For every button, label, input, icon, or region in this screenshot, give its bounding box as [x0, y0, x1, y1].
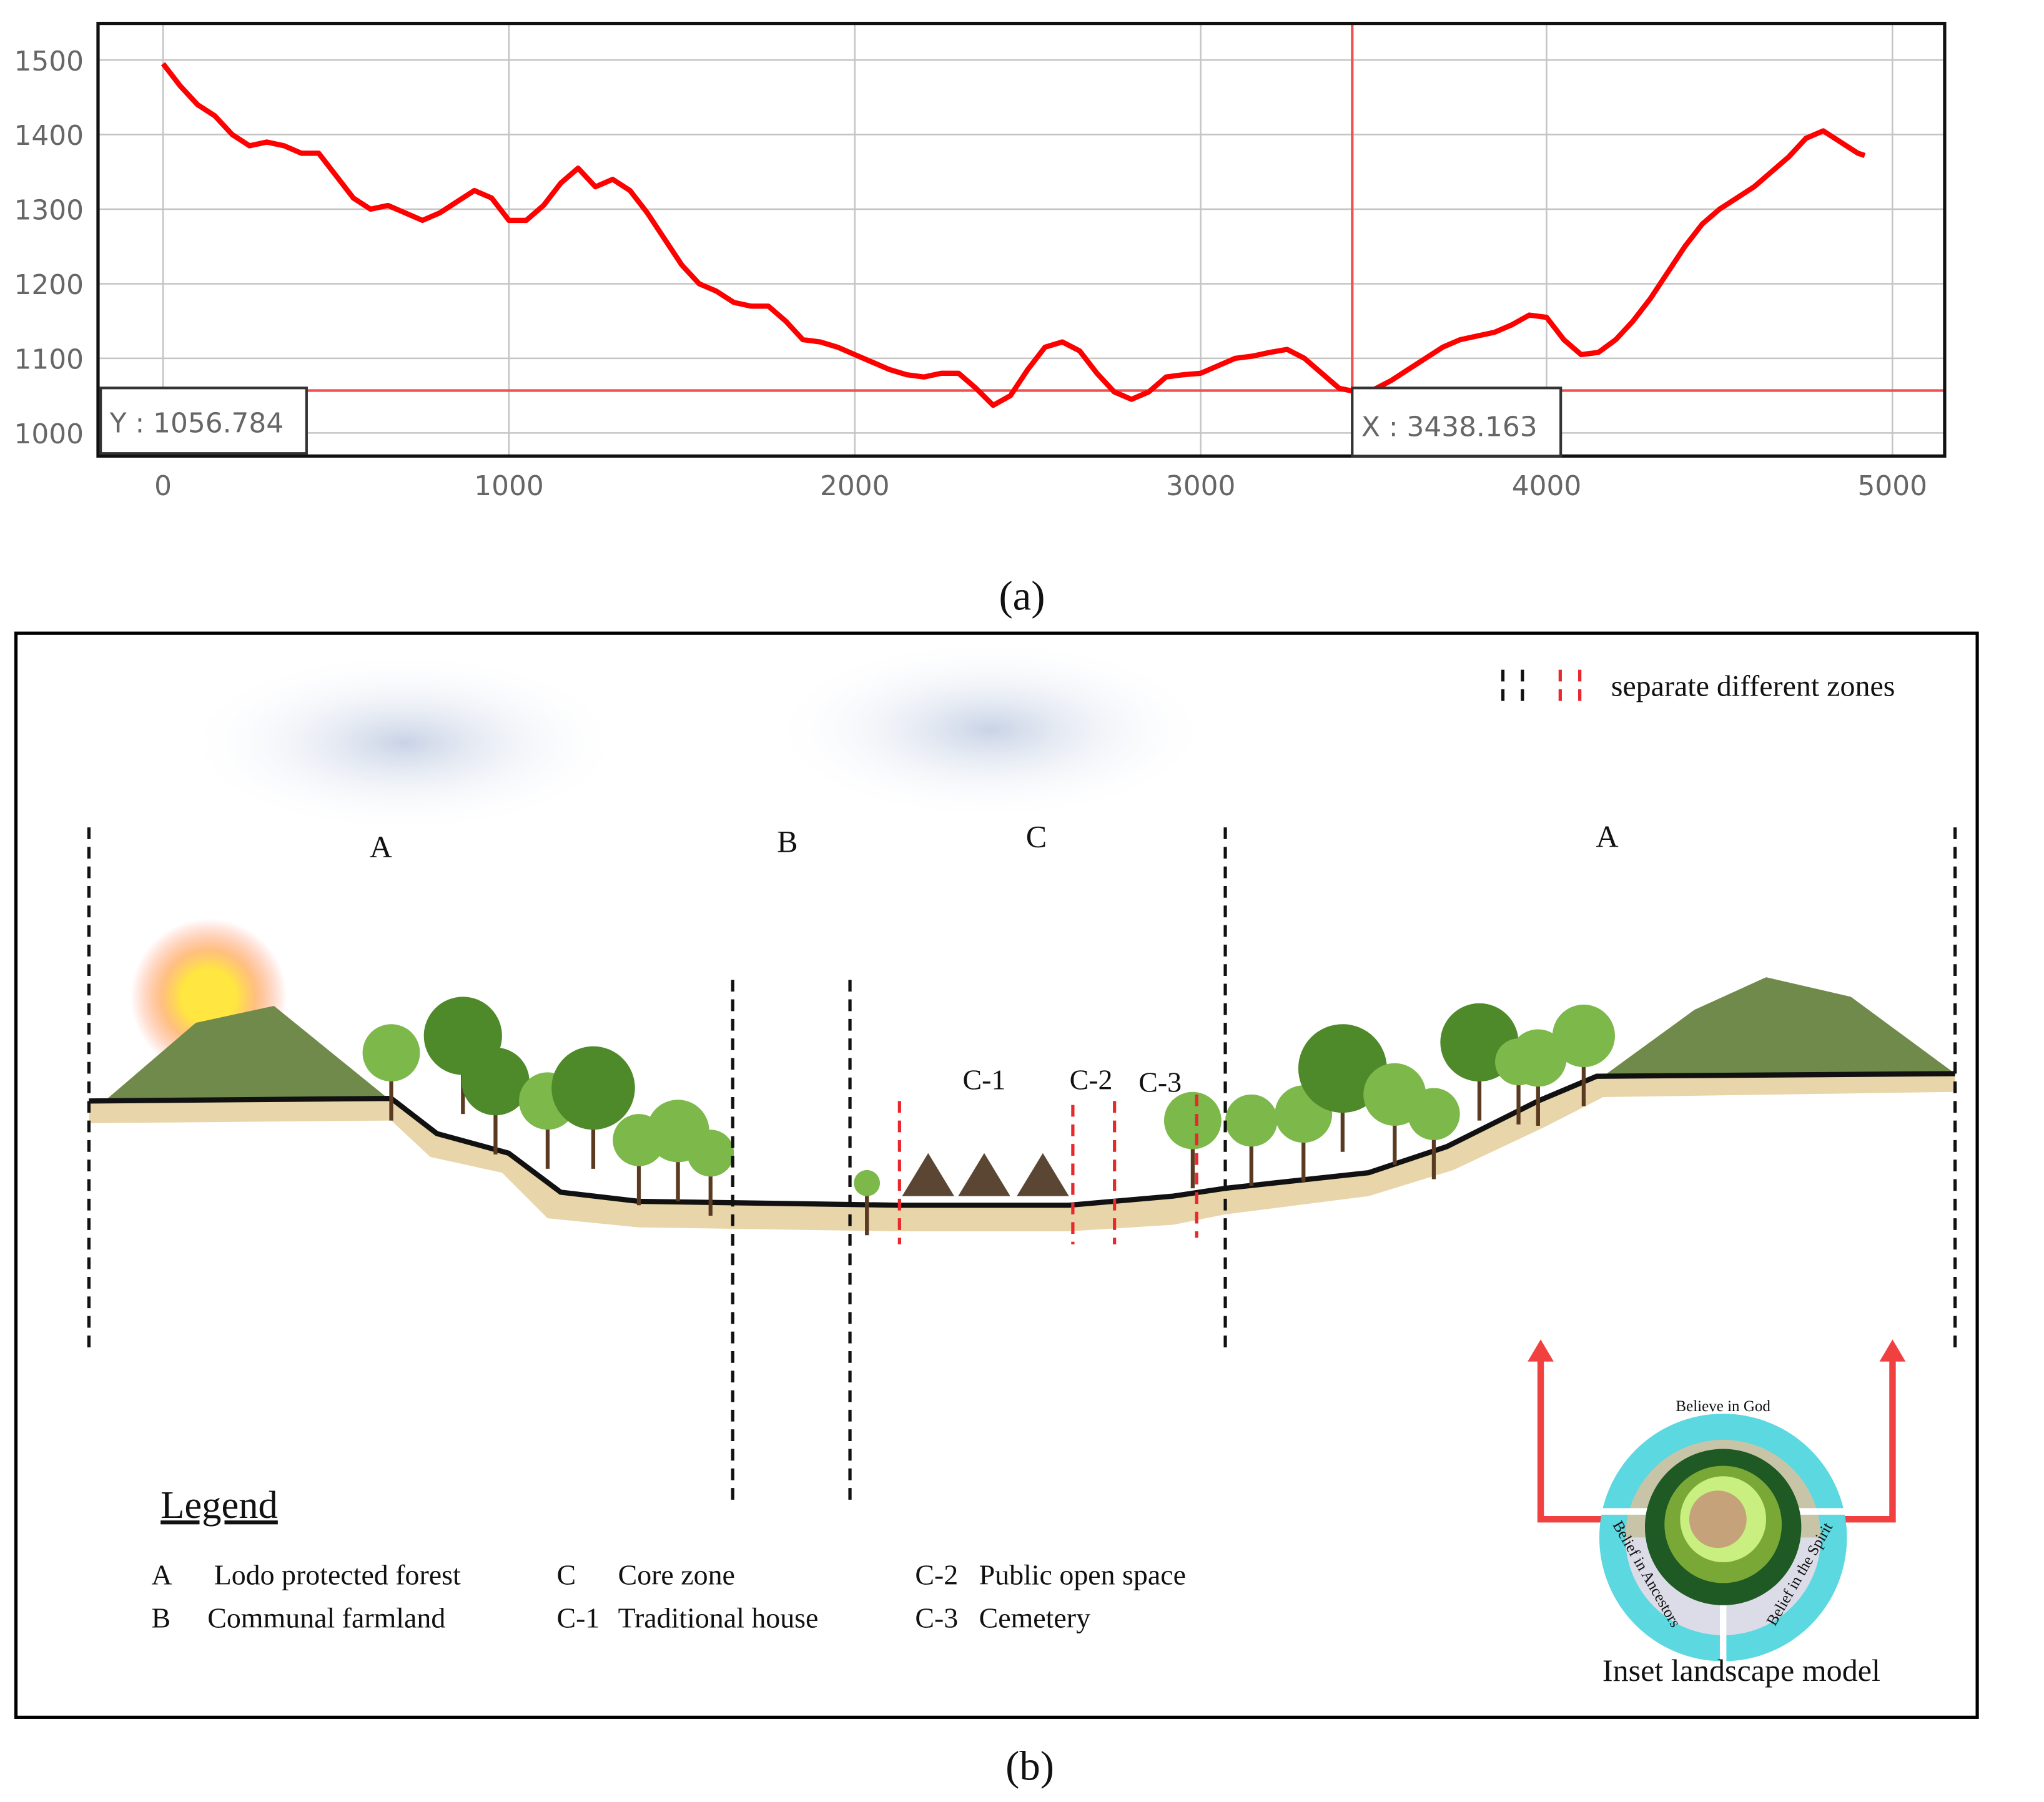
cloud [182, 651, 626, 834]
separator-note: separate different zones [1611, 669, 1895, 702]
legend-key: C [557, 1559, 576, 1591]
zone-label: C [1026, 819, 1047, 854]
ring-label: Believe in God [1676, 1398, 1770, 1415]
mountain [1603, 977, 1955, 1076]
zone-label: A [1596, 819, 1618, 854]
line-chart: 1000 1100 1200 1300 1400 1500 0 1000 2000 3000 400… [14, 21, 1947, 502]
x-tick-label: 4000 [1512, 470, 1581, 502]
zone-label: B [777, 824, 797, 859]
ground [89, 1073, 1955, 1231]
crosshair-label: X : 3438.163 [1361, 411, 1538, 443]
label-box [1351, 386, 1563, 458]
legend-text: Cemetery [979, 1602, 1090, 1633]
diagram: separate different zones A B C A C-1 C-2… [14, 631, 1979, 1719]
x-tick-label: 3000 [1166, 470, 1236, 502]
legend-key: B [152, 1602, 171, 1633]
y-tick-label: 1500 [14, 46, 84, 77]
caption: (a) [999, 574, 1045, 619]
tree [551, 1046, 635, 1130]
tree [1163, 1091, 1222, 1150]
y-tick-label: 1400 [14, 120, 84, 152]
tree [1552, 1004, 1615, 1068]
x-tick-label: 2000 [820, 470, 890, 502]
x-tick-label: 5000 [1858, 470, 1928, 502]
legend-key: C-3 [915, 1602, 958, 1633]
legend-text: Core zone [618, 1559, 735, 1591]
crosshair-label: Y : 1056.784 [109, 407, 284, 439]
tree [687, 1130, 734, 1177]
legend: A Lodo protected forest B Communal farmland… [152, 1559, 1186, 1634]
zone-separators [87, 669, 1957, 1505]
arrowhead [1528, 1339, 1554, 1362]
mountain [104, 1005, 392, 1101]
legend-key: C-1 [557, 1602, 600, 1633]
y-tick-label: 1000 [14, 418, 84, 450]
legend-text: Lodo protected forest [214, 1559, 461, 1591]
zone-label: A [370, 829, 392, 864]
label-box [99, 386, 308, 455]
y-tick-label: 1200 [14, 269, 84, 301]
subzone-label: C-1 [963, 1064, 1006, 1096]
legend-key: A [152, 1559, 172, 1591]
legend-text: Traditional house [618, 1602, 819, 1633]
inset-model: Believe in God Belief in Ancestors Belie… [1599, 1398, 1847, 1662]
plot-area [97, 23, 1945, 456]
legend-text: Communal farmland [207, 1602, 445, 1633]
tree [1408, 1088, 1460, 1140]
cloud [769, 638, 1213, 821]
subzone-label: C-3 [1138, 1066, 1182, 1098]
legend-title: Legend [160, 1483, 278, 1527]
x-tick-label: 1000 [474, 470, 544, 502]
houses [902, 1153, 1069, 1196]
arrowhead [1879, 1339, 1906, 1362]
frame [14, 631, 1979, 1719]
subzone-label: C-2 [1070, 1064, 1113, 1096]
inset-title: Inset landscape model [1602, 1653, 1880, 1688]
arrows [1537, 1355, 1896, 1523]
tree [1494, 1038, 1543, 1086]
tree [1225, 1094, 1278, 1147]
y-tick-label: 1100 [14, 344, 84, 376]
subzone-separators [897, 669, 1582, 1244]
ground-line [89, 1071, 1955, 1208]
legend-key: C-2 [915, 1559, 958, 1591]
plot-border [96, 21, 1947, 458]
caption: (b) [1005, 1744, 1054, 1790]
line [160, 62, 1866, 408]
legend-text: Public open space [979, 1559, 1186, 1591]
y-tick-label: 1300 [14, 195, 84, 227]
x-tick-label: 0 [154, 470, 172, 502]
trees [362, 997, 1615, 1236]
tree [362, 1024, 420, 1082]
tree [854, 1169, 881, 1196]
tree [462, 1047, 530, 1116]
